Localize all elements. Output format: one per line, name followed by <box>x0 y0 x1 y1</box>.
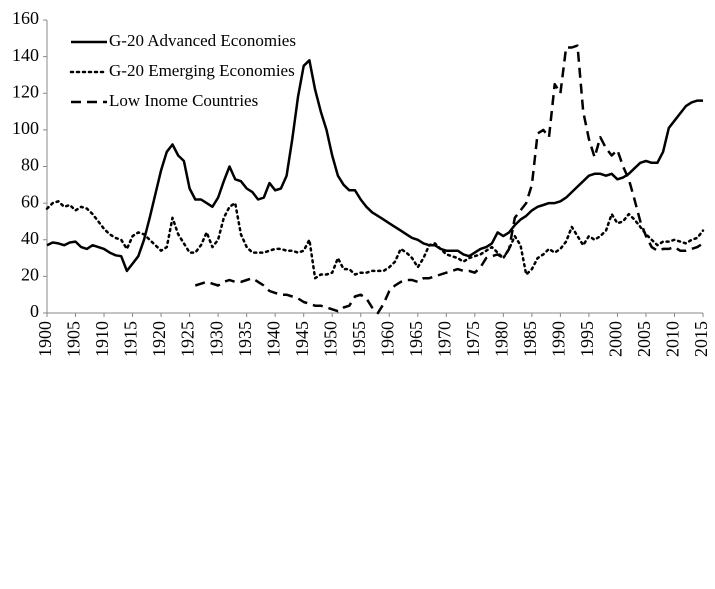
series-line <box>46 59 703 273</box>
x-tick-label: 1970 <box>434 321 454 357</box>
x-tick-label: 1975 <box>463 321 483 357</box>
x-tick-label: 2010 <box>663 321 683 357</box>
x-tick-label: 1960 <box>377 321 397 357</box>
x-tick-label: 2015 <box>691 321 711 357</box>
x-tick-label: 1950 <box>320 321 340 357</box>
x-tick-label: 2000 <box>606 321 626 357</box>
x-tick-label: 1965 <box>406 321 426 357</box>
y-tick-label: 120 <box>12 81 39 101</box>
series-line <box>45 200 705 280</box>
y-tick-label: 100 <box>12 118 39 138</box>
x-tick-label: 1980 <box>491 321 511 357</box>
y-tick-label: 0 <box>30 301 39 321</box>
x-tick-label: 1930 <box>206 321 226 357</box>
y-tick-label: 40 <box>21 228 39 248</box>
x-tick-label: 1940 <box>263 321 283 357</box>
x-tick-label: 1945 <box>292 321 312 357</box>
legend-label: Low Inome Countries <box>109 91 258 110</box>
x-tick-label: 1905 <box>64 321 84 357</box>
x-tick-label: 1955 <box>349 321 369 357</box>
series-line <box>194 44 704 315</box>
y-tick-label: 160 <box>12 8 39 28</box>
x-tick-label: 1935 <box>235 321 255 357</box>
legend-label: G-20 Emerging Economies <box>109 61 295 80</box>
x-tick-label: 1915 <box>121 321 141 357</box>
x-tick-label: 1985 <box>520 321 540 357</box>
x-tick-label: 1920 <box>149 321 169 357</box>
x-tick-label: 2005 <box>634 321 654 357</box>
y-tick-label: 140 <box>12 45 39 65</box>
x-tick-label: 1995 <box>577 321 597 357</box>
legend-label: G-20 Advanced Economies <box>109 31 296 50</box>
x-tick-label: 1925 <box>178 321 198 357</box>
y-tick-label: 80 <box>21 155 39 175</box>
y-tick-label: 60 <box>21 191 39 211</box>
x-tick-label: 1990 <box>549 321 569 357</box>
y-tick-label: 20 <box>21 265 39 285</box>
x-tick-label: 1910 <box>92 321 112 357</box>
x-tick-label: 1900 <box>35 321 55 357</box>
